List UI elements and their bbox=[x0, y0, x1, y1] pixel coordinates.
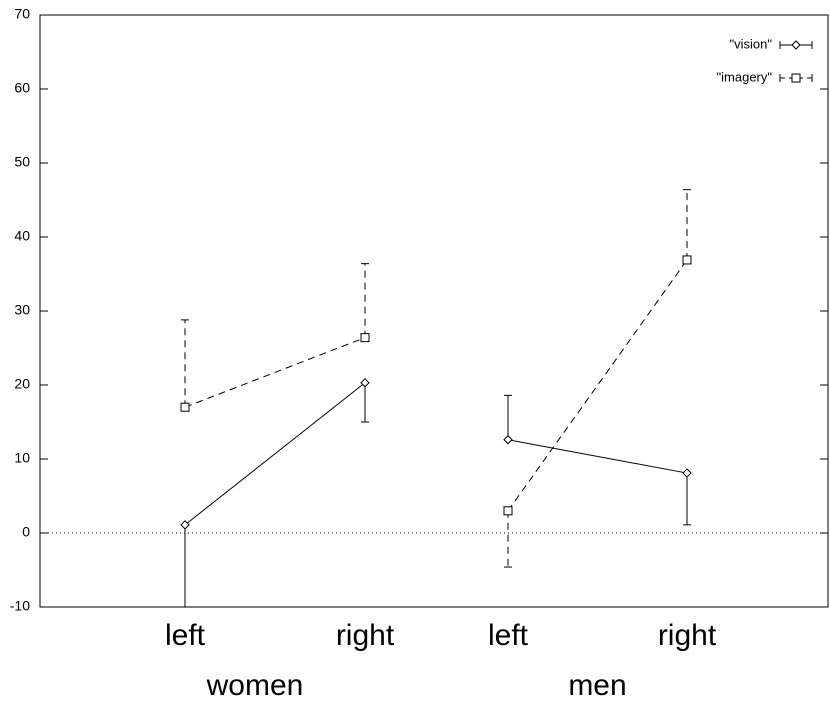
y-tick-label: 60 bbox=[14, 80, 30, 96]
legend-label: "imagery" bbox=[717, 69, 773, 84]
y-tick-label: 40 bbox=[14, 228, 30, 244]
series-line bbox=[184, 382, 366, 526]
y-tick-label: 0 bbox=[22, 524, 30, 540]
point bbox=[503, 506, 513, 516]
point bbox=[503, 435, 513, 445]
y-tick-label: -10 bbox=[10, 598, 30, 614]
legend-marker bbox=[791, 73, 801, 83]
point bbox=[360, 333, 370, 343]
point bbox=[682, 255, 692, 265]
plot-frame bbox=[39, 14, 829, 608]
group-label: women bbox=[206, 669, 304, 697]
group-label: men bbox=[568, 669, 626, 697]
x-tick-label: right bbox=[658, 619, 717, 652]
point bbox=[682, 468, 692, 478]
y-tick-label: 20 bbox=[14, 376, 30, 392]
series-line bbox=[507, 259, 688, 512]
point bbox=[360, 378, 370, 388]
y-tick-label: 50 bbox=[14, 154, 30, 170]
y-tick-label: 30 bbox=[14, 302, 30, 318]
series-line bbox=[184, 337, 366, 408]
series-line bbox=[507, 439, 688, 474]
y-tick-label: 10 bbox=[14, 450, 30, 466]
x-tick-label: left bbox=[488, 619, 529, 652]
legend-label: "vision" bbox=[730, 36, 773, 51]
y-tick-label: 70 bbox=[14, 6, 30, 22]
point bbox=[180, 520, 190, 530]
x-tick-label: left bbox=[165, 619, 206, 652]
legend-marker bbox=[791, 40, 801, 50]
x-tick-label: right bbox=[336, 619, 395, 652]
point bbox=[180, 402, 190, 412]
